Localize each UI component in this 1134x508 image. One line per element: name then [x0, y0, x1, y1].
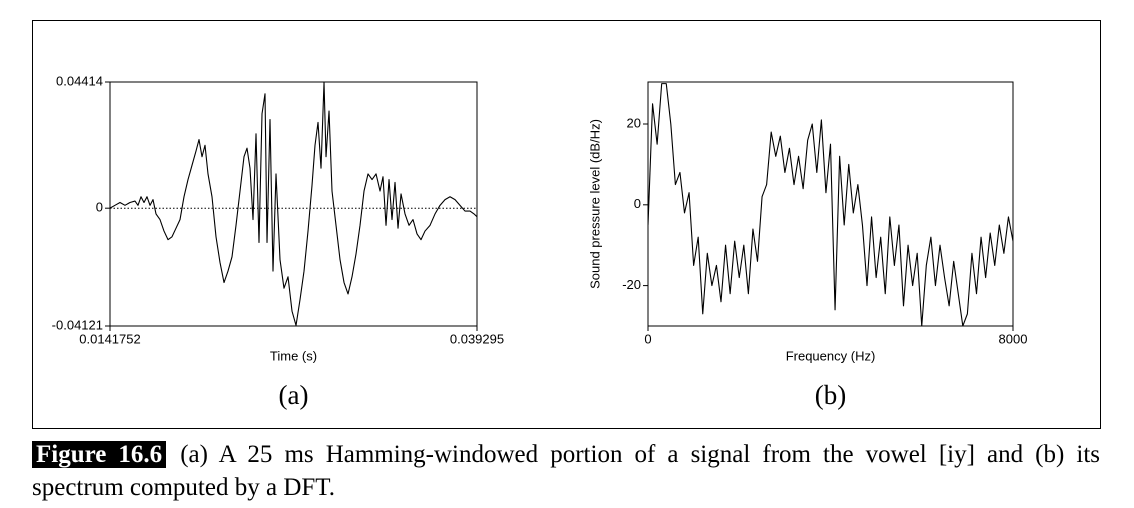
- y-tick-label: 0.04414: [56, 73, 103, 88]
- figure-frame: [32, 20, 1101, 429]
- y-tick-label: -0.04121: [52, 317, 103, 332]
- x-axis-label: Frequency (Hz): [786, 348, 876, 363]
- x-tick-label: 8000: [999, 331, 1028, 346]
- x-tick-label: 0.039295: [450, 331, 504, 346]
- signal-line: [110, 82, 477, 326]
- x-axis-label: Time (s): [270, 348, 317, 363]
- y-tick-label: -20: [622, 277, 641, 292]
- plot-frame: [647, 81, 1014, 327]
- plot-frame: [109, 81, 478, 327]
- x-tick-label: 0: [644, 331, 651, 346]
- caption-text: (a) A 25 ms Hamming-windowed portion of …: [32, 441, 1100, 501]
- panel-label: (b): [815, 380, 846, 410]
- y-tick-label: 0: [634, 196, 641, 211]
- y-axis-label: Sound pressure level (dB/Hz): [587, 119, 602, 289]
- figure-label: Figure 16.6: [32, 441, 167, 468]
- signal-line: [648, 83, 1013, 326]
- x-tick-label: 0.0141752: [79, 331, 140, 346]
- y-tick-label: 20: [627, 115, 641, 130]
- y-tick-label: 0: [96, 200, 103, 215]
- figure: -0.04121 0 0.04414 0.0141752 0.039295 Time (s…: [32, 20, 1101, 429]
- caption: Figure 16.6 (a) A 25 ms Hamming-windowed …: [32, 438, 1100, 504]
- panel-label: (a): [279, 380, 309, 410]
